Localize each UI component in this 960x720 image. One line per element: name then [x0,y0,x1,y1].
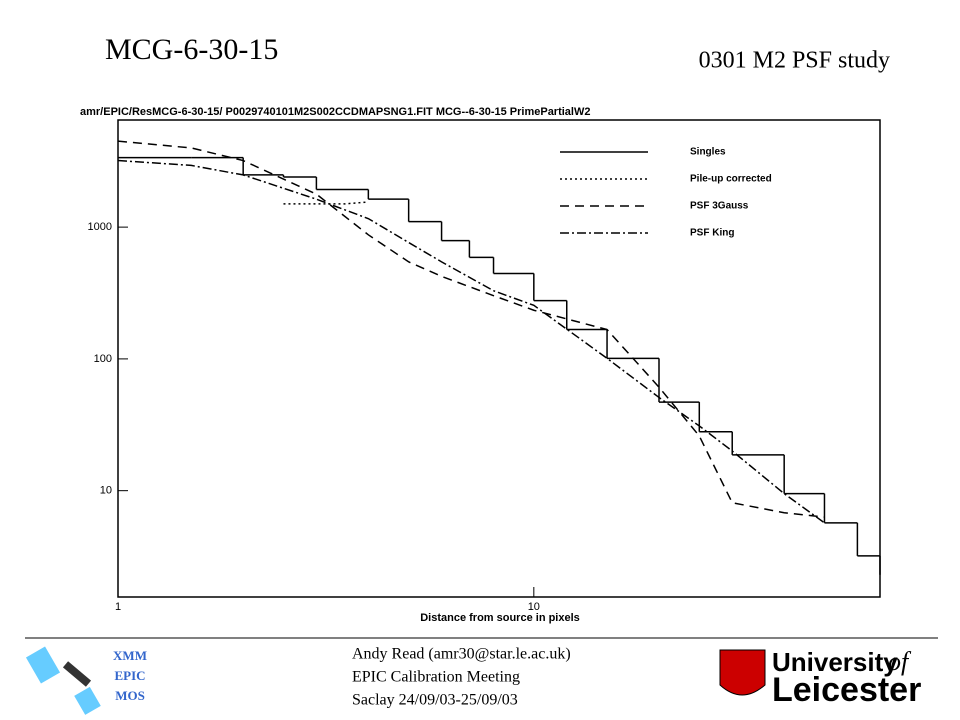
series-line [283,201,369,205]
legend-label: Pile-up corrected [690,174,772,185]
series-line [117,140,825,518]
x-axis-label: Distance from source in pixels [420,612,580,624]
footer-meeting: EPIC Calibration Meeting [352,669,520,686]
satellite-icon [25,646,101,715]
legend-label: Singles [690,147,726,158]
footer-date: Saclay 24/09/03-25/09/03 [352,692,518,709]
legend-label: PSF King [690,228,734,239]
slide-subtitle: 0301 M2 PSF study [699,48,890,74]
university-name: of [888,647,912,676]
plot-frame [117,119,881,598]
badge: XMM [113,648,147,663]
badge: EPIC [114,668,145,683]
university-name: Leicester [772,671,921,709]
legend-label: PSF 3Gauss [690,201,749,212]
y-tick-label: 10 [100,485,112,497]
badge: MOS [115,688,145,703]
x-tick-label: 1 [115,601,121,613]
x-tick-label: 10 [528,601,540,613]
y-tick-label: 100 [94,353,112,365]
university-name: University [772,647,898,677]
slide-title: MCG-6-30-15 [105,33,278,66]
y-tick-label: 1000 [88,221,112,233]
crest [719,649,766,696]
series-line [117,159,825,524]
chart-title: amr/EPIC/ResMCG-6-30-15/ P0029740101M2S0… [80,106,590,118]
footer-author: Andy Read (amr30@star.le.ac.uk) [352,646,571,663]
